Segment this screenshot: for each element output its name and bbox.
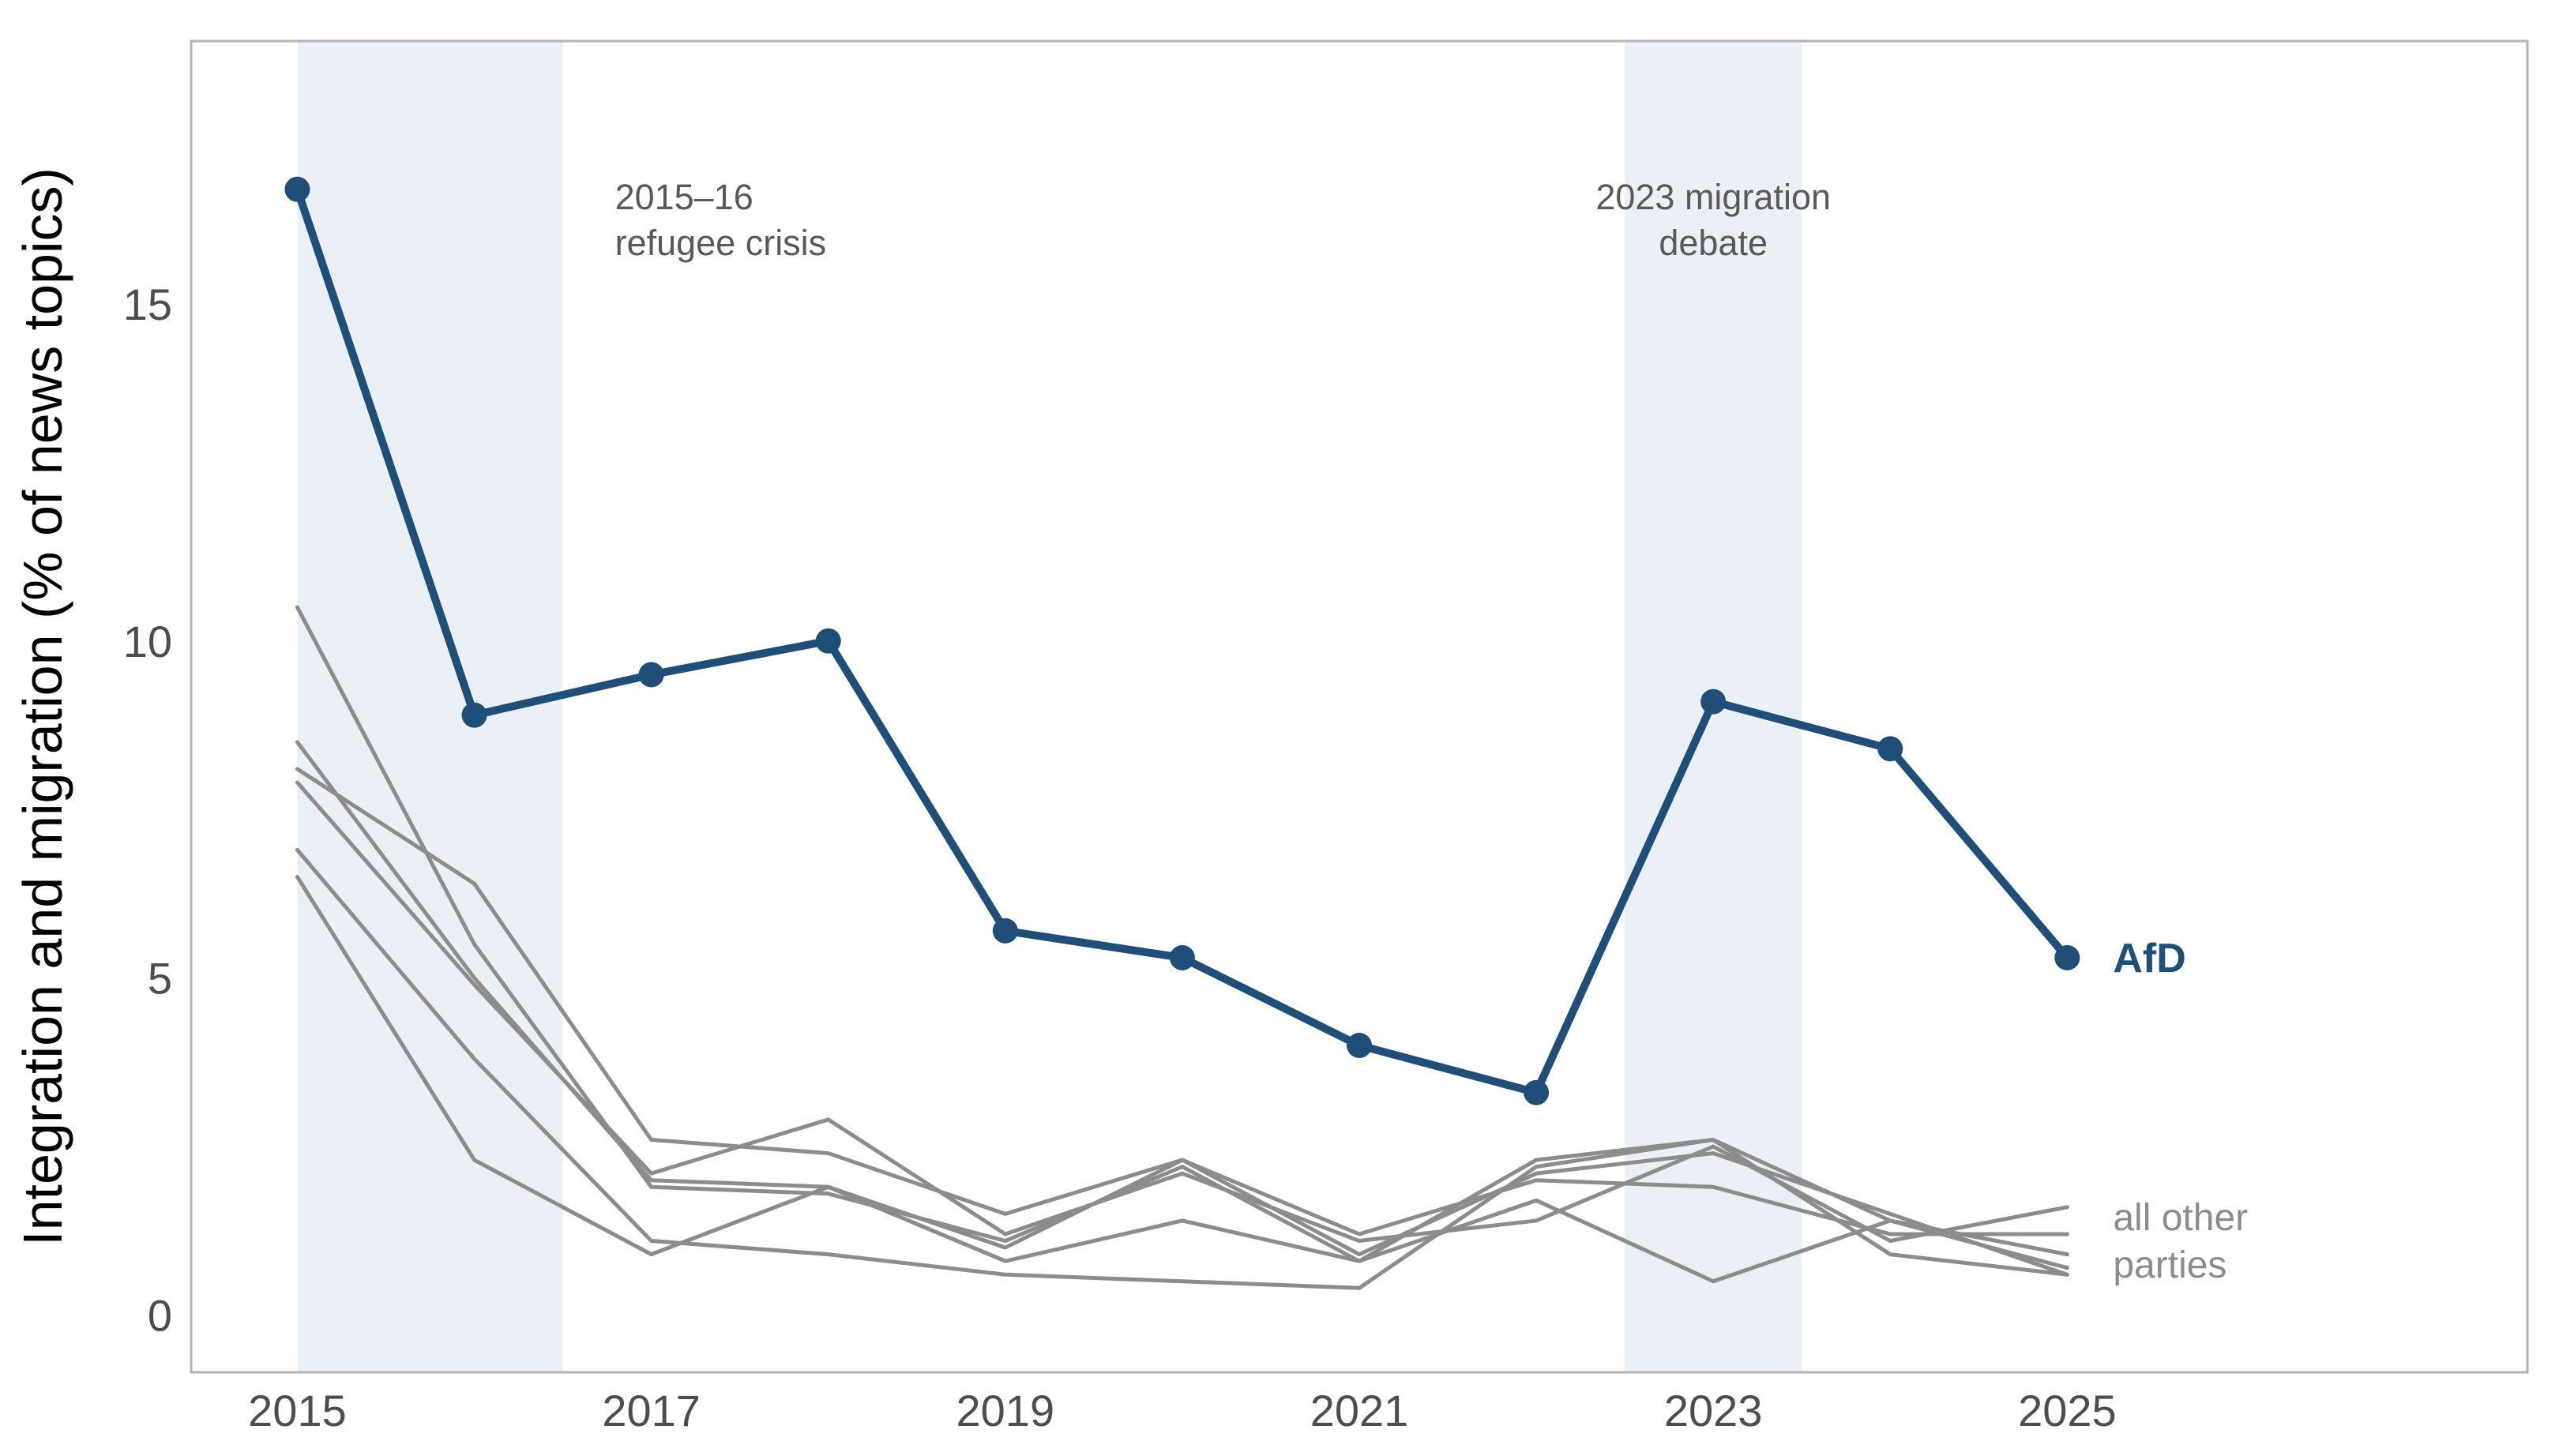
y-tick-label-0: 0 [148, 1290, 172, 1340]
afd-point-2022 [1524, 1079, 1550, 1105]
annotation-2-line-1: 2023 migration [1595, 177, 1831, 217]
y-axis-title: Integration and migration (% of news top… [12, 167, 73, 1246]
afd-point-2023 [1700, 689, 1727, 715]
y-axis-ticks: 0 5 10 15 [123, 280, 172, 1341]
x-tick-label-2015: 2015 [248, 1386, 347, 1435]
series-labels: AfD all other parties [2113, 936, 2248, 1286]
afd-series [284, 176, 2080, 1105]
y-tick-label-10: 10 [123, 617, 172, 666]
annotation-2-line-2: debate [1659, 223, 1768, 263]
afd-point-2016 [461, 702, 487, 728]
y-tick-label-5: 5 [148, 954, 172, 1004]
x-tick-label-2025: 2025 [2018, 1386, 2117, 1435]
other-parties-lines [295, 605, 2069, 1290]
other-party-line-1 [295, 605, 2069, 1270]
afd-series-label: AfD [2113, 936, 2185, 981]
x-tick-label-2017: 2017 [602, 1386, 701, 1435]
afd-point-2017 [638, 662, 664, 688]
x-tick-label-2021: 2021 [1310, 1386, 1409, 1435]
plot-frame [190, 39, 2529, 1374]
x-tick-label-2023: 2023 [1664, 1386, 1763, 1435]
afd-point-2020 [1169, 944, 1195, 970]
period-annotations: 2015–16 refugee crisis 2023 migration debat… [615, 177, 1831, 263]
afd-point-2018 [815, 628, 841, 654]
afd-point-2021 [1347, 1032, 1372, 1058]
other-party-line-3 [295, 767, 2069, 1236]
afd-point-2019 [992, 918, 1018, 944]
annotation-1-line-2: refugee crisis [615, 223, 827, 263]
x-tick-label-2019: 2019 [956, 1386, 1055, 1435]
annotation-1-line-1: 2015–16 [615, 177, 753, 217]
x-axis-ticks: 2015 2017 2019 2021 2023 2025 [248, 1386, 2116, 1435]
other-parties-label-line-2: parties [2113, 1244, 2226, 1286]
other-parties-label-line-1: all other [2113, 1197, 2248, 1239]
other-party-line-6 [295, 875, 2069, 1284]
other-party-line-5 [295, 847, 2069, 1290]
afd-point-2015 [284, 176, 310, 202]
afd-point-2024 [1877, 736, 1903, 762]
y-tick-label-15: 15 [123, 280, 172, 329]
afd-point-2025 [2054, 944, 2080, 970]
